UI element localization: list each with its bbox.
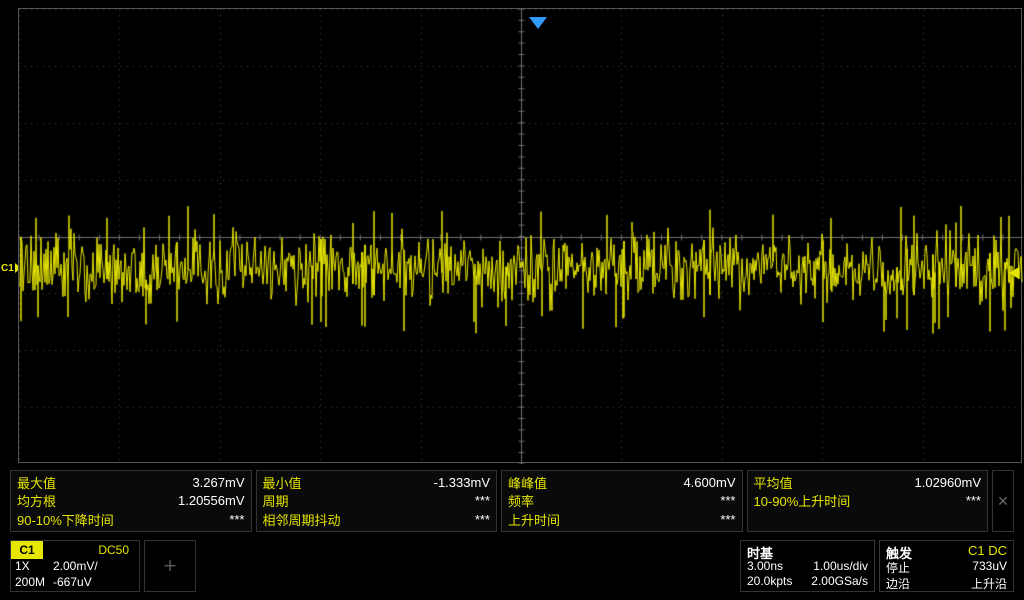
measurement-label: 90-10%下降时间 <box>17 510 114 529</box>
measurement-label: 上升时间 <box>508 510 560 529</box>
channel-line: 1X 2.00mV/ <box>11 559 139 575</box>
channel-info-box[interactable]: C1 DC50 1X 2.00mV/ 200M -667uV <box>10 540 140 592</box>
trigger-position-marker-icon[interactable] <box>529 17 547 29</box>
measurement-row: 均方根 1.20556mV <box>17 492 245 510</box>
channel-offset: -667uV <box>53 575 92 591</box>
trigger-row: 停止 733uV <box>886 559 1007 575</box>
measurement-row: 频率 *** <box>508 492 736 510</box>
waveform-canvas <box>19 9 1023 464</box>
measurement-label: 频率 <box>508 491 534 510</box>
measurement-group[interactable]: 最大值 3.267mV 均方根 1.20556mV 90-10%下降时间 *** <box>10 470 252 532</box>
trigger-level-marker-icon[interactable] <box>1009 267 1019 279</box>
measurement-value: *** <box>720 512 735 527</box>
trigger-box[interactable]: 触发 C1 DC 停止 733uV 边沿 上升沿 <box>879 540 1014 592</box>
trigger-level: 733uV <box>972 559 1007 575</box>
channel-probe: 1X <box>15 559 53 575</box>
measurement-row: 最大值 3.267mV <box>17 473 245 491</box>
channel-badge: C1 <box>11 541 43 559</box>
measurement-label: 周期 <box>263 491 289 510</box>
measurement-value: 4.600mV <box>683 475 735 490</box>
trigger-header-label: 触发 <box>886 543 912 559</box>
trigger-row: 边沿 上升沿 <box>886 575 1007 591</box>
measurement-value: *** <box>966 493 981 508</box>
trigger-edge-label: 边沿 <box>886 575 910 591</box>
measurement-row <box>754 511 982 529</box>
timebase-tdiv: 1.00us/div <box>813 559 868 574</box>
channel-bandwidth: 200M <box>15 575 53 591</box>
measurement-value: *** <box>475 512 490 527</box>
close-icon: ✕ <box>997 493 1009 510</box>
bottom-status-bar: C1 DC50 1X 2.00mV/ 200M -667uV + 时基 3.00… <box>10 540 1014 592</box>
measurement-value: *** <box>720 493 735 508</box>
timebase-row: 20.0kpts 2.00GSa/s <box>747 574 868 589</box>
cursor-crosshair-box[interactable]: + <box>144 540 196 592</box>
waveform-area[interactable] <box>18 8 1022 463</box>
timebase-header: 时基 <box>747 543 868 559</box>
trigger-header: 触发 C1 DC <box>886 543 1007 559</box>
measurement-row: 上升时间 *** <box>508 511 736 529</box>
measurement-label: 相邻周期抖动 <box>263 510 341 529</box>
measurement-group[interactable]: 平均值 1.02960mV 10-90%上升时间 *** <box>747 470 989 532</box>
measurement-row: 平均值 1.02960mV <box>754 473 982 491</box>
measurement-row: 周期 *** <box>263 492 491 510</box>
trigger-source: C1 DC <box>968 543 1007 559</box>
measurement-value: 1.20556mV <box>178 493 245 508</box>
measurement-row: 峰峰值 4.600mV <box>508 473 736 491</box>
crosshair-icon: + <box>164 553 177 579</box>
measurement-group[interactable]: 最小值 -1.333mV 周期 *** 相邻周期抖动 *** <box>256 470 498 532</box>
channel-coupling: DC50 <box>43 541 139 559</box>
channel-header: C1 DC50 <box>11 541 139 559</box>
measurement-label: 平均值 <box>754 473 793 492</box>
measurement-row: 最小值 -1.333mV <box>263 473 491 491</box>
channel-vdiv: 2.00mV/ <box>53 559 98 575</box>
measurement-label: 最小值 <box>263 473 302 492</box>
measurement-label: 10-90%上升时间 <box>754 491 851 510</box>
measurement-value: 3.267mV <box>192 475 244 490</box>
channel-marker: C1 <box>0 261 16 275</box>
timebase-box[interactable]: 时基 3.00ns 1.00us/div 20.0kpts 2.00GSa/s <box>740 540 875 592</box>
measurements-close-button[interactable]: ✕ <box>992 470 1014 532</box>
channel-line: 200M -667uV <box>11 575 139 591</box>
channel-marker-label: C1 <box>1 263 14 274</box>
measurement-value: *** <box>229 512 244 527</box>
status-spacer <box>200 540 736 592</box>
measurement-label: 均方根 <box>17 491 56 510</box>
measurement-group[interactable]: 峰峰值 4.600mV 频率 *** 上升时间 *** <box>501 470 743 532</box>
timebase-row: 3.00ns 1.00us/div <box>747 559 868 574</box>
timebase-delay: 3.00ns <box>747 559 783 574</box>
measurement-value: 1.02960mV <box>915 475 982 490</box>
measurement-label: 峰峰值 <box>508 473 547 492</box>
trigger-state: 停止 <box>886 559 910 575</box>
measurements-panel: 最大值 3.267mV 均方根 1.20556mV 90-10%下降时间 ***… <box>10 470 1014 532</box>
timebase-points: 20.0kpts <box>747 574 792 589</box>
timebase-rate: 2.00GSa/s <box>811 574 868 589</box>
measurement-value: -1.333mV <box>434 475 490 490</box>
measurement-row: 相邻周期抖动 *** <box>263 511 491 529</box>
measurement-label: 最大值 <box>17 473 56 492</box>
measurement-row: 90-10%下降时间 *** <box>17 511 245 529</box>
measurement-row: 10-90%上升时间 *** <box>754 492 982 510</box>
measurement-value: *** <box>475 493 490 508</box>
trigger-slope: 上升沿 <box>971 575 1007 591</box>
